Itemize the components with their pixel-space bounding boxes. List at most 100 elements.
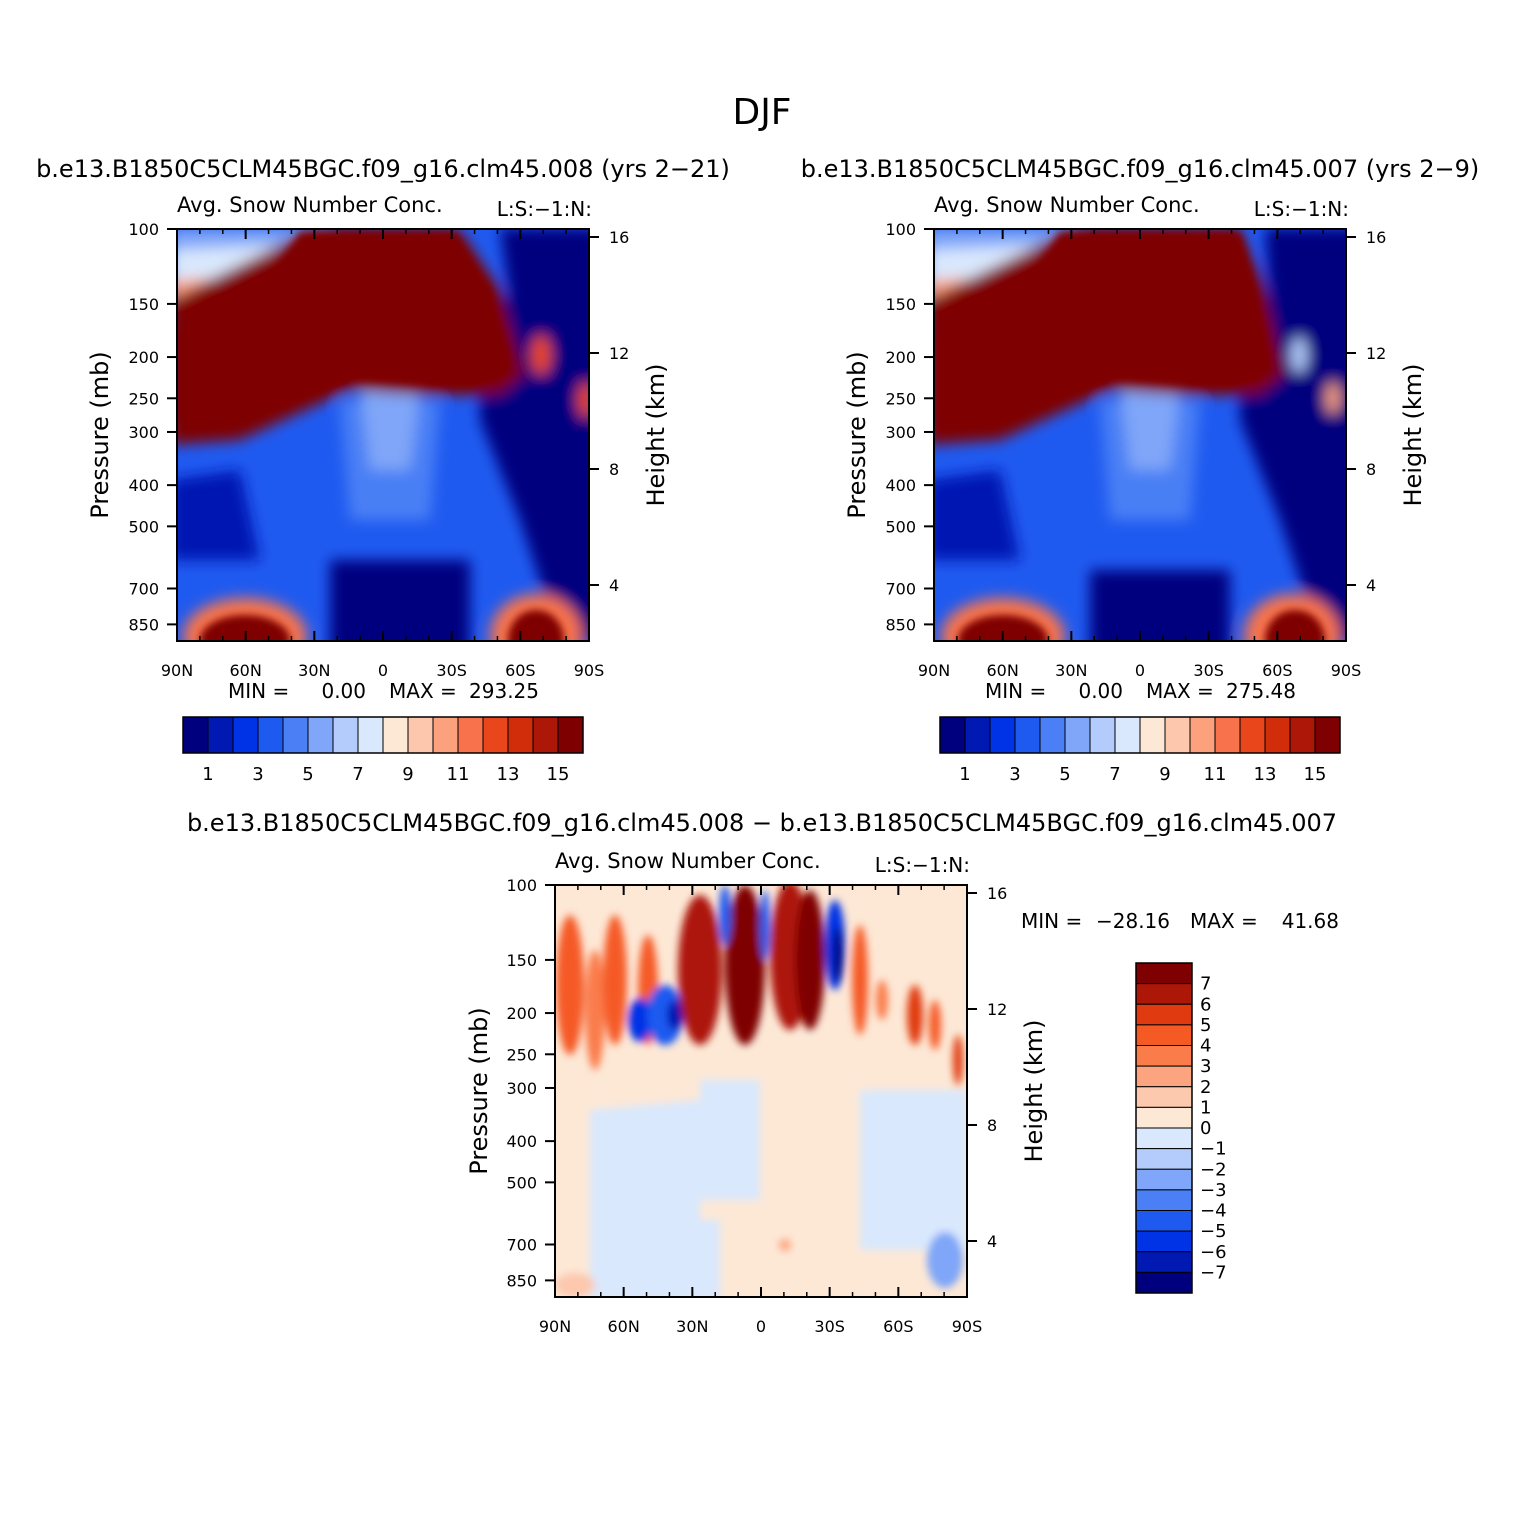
y-right-tick-label: 16 (987, 884, 1007, 903)
colorbar-label: −5 (1200, 1221, 1227, 1242)
colorbar-swatch (207, 716, 234, 754)
colorbar-swatch (964, 716, 991, 754)
panel-1-title: b.e13.B1850C5CLM45BGC.f09_g16.clm45.008 … (36, 155, 730, 183)
colorbar-label: 15 (1304, 764, 1327, 785)
panel-1-corner-label: L:S:−1:N: (497, 197, 592, 221)
colorbar-swatch (332, 716, 359, 754)
colorbar-swatch (382, 716, 409, 754)
panel-2-field (934, 229, 1346, 641)
colorbar-label: −2 (1200, 1159, 1227, 1180)
y-tick-label: 150 (128, 295, 159, 314)
y-tick-label: 500 (885, 517, 916, 536)
colorbar-label: 6 (1200, 994, 1211, 1015)
x-tick-label: 30N (298, 661, 330, 680)
colorbar-label: 4 (1200, 1036, 1211, 1057)
colorbar-label: 3 (1200, 1056, 1211, 1077)
y-tick-label: 300 (128, 423, 159, 442)
colorbar-swatch (257, 716, 284, 754)
y-tick-label: 200 (885, 348, 916, 367)
panel-3-max-value: 41.68 (1282, 909, 1339, 933)
y-right-tick-label: 12 (1366, 344, 1386, 363)
x-tick-label: 0 (378, 661, 388, 680)
x-tick-label: 60N (987, 661, 1019, 680)
panel-3-field (555, 885, 967, 1297)
colorbar-swatch (1014, 716, 1041, 754)
colorbar-swatch (1135, 1210, 1193, 1232)
panel-2-min-label: MIN = (985, 679, 1046, 703)
y-tick-label: 700 (506, 1236, 537, 1255)
y-right-tick-label: 12 (987, 1000, 1007, 1019)
y-tick-label: 150 (885, 295, 916, 314)
colorbar-frame (182, 716, 584, 754)
colorbar-label: −3 (1200, 1180, 1227, 1201)
colorbar-label: 9 (1159, 764, 1170, 785)
y-tick-label: 300 (885, 423, 916, 442)
y-tick-label: 700 (128, 580, 159, 599)
colorbar-swatch (1135, 1251, 1193, 1273)
colorbar-swatch (1135, 1189, 1193, 1211)
plot-frame (933, 228, 1347, 642)
colorbar-swatch (1164, 716, 1191, 754)
y-tick-label: 250 (128, 389, 159, 408)
colorbar-label: 1 (959, 764, 970, 785)
x-tick-label: 30S (1193, 661, 1224, 680)
y-tick-label: 850 (885, 615, 916, 634)
x-tick-label: 90N (161, 661, 193, 680)
colorbar-label: 2 (1200, 1077, 1211, 1098)
y-tick-label: 100 (128, 220, 159, 239)
colorbar-label: 7 (352, 764, 363, 785)
y-tick-label: 400 (128, 476, 159, 495)
x-tick-label: 30N (1055, 661, 1087, 680)
colorbar-swatch (457, 716, 484, 754)
colorbar-swatch (1114, 716, 1141, 754)
colorbar-label: −6 (1200, 1242, 1227, 1263)
x-tick-label: 90S (574, 661, 605, 680)
panel-1-subtitle: Avg. Snow Number Conc. (177, 193, 443, 217)
y-tick-label: 400 (506, 1132, 537, 1151)
colorbar-label: −1 (1200, 1139, 1227, 1160)
colorbar-label: 9 (402, 764, 413, 785)
panel-2-ylabel: Pressure (mb) (843, 351, 871, 518)
panel-2-corner-label: L:S:−1:N: (1254, 197, 1349, 221)
y-right-tick-label: 16 (1366, 228, 1386, 247)
colorbar-label: 5 (302, 764, 313, 785)
panel-3: b.e13.B1850C5CLM45BGC.f09_g16.clm45.008 … (187, 809, 1339, 1336)
x-tick-label: 90S (1331, 661, 1362, 680)
colorbar-label: 5 (1200, 1015, 1211, 1036)
colorbar-swatch (1314, 716, 1341, 754)
y-tick-label: 100 (506, 876, 537, 895)
panel-2-colorbar: 1 3 5 7 9 11 13 15 (939, 716, 1341, 785)
y-right-tick-label: 12 (609, 344, 629, 363)
panel-1-axes: 90N 60N 30N 0 30S 60S 90S 100 150 200 250 300 400 500… (128, 220, 629, 680)
x-tick-label: 0 (756, 1317, 766, 1336)
colorbar-swatch (1135, 1086, 1193, 1108)
panel-3-ylabel-right: Height (km) (1020, 1020, 1048, 1163)
colorbar-label: −4 (1200, 1201, 1227, 1222)
colorbar-swatch (1264, 716, 1291, 754)
y-right-tick-label: 4 (609, 576, 619, 595)
x-tick-label: 30N (676, 1317, 708, 1336)
colorbar-label: 13 (1254, 764, 1277, 785)
colorbar-swatch (1135, 1127, 1193, 1150)
x-tick-label: 90S (952, 1317, 983, 1336)
panel-1-min-label: MIN = (228, 679, 289, 703)
colorbar-label: 15 (547, 764, 570, 785)
y-right-tick-label: 16 (609, 228, 629, 247)
panel-2-max-value: 275.48 (1226, 679, 1296, 703)
panel-3-ylabel: Pressure (mb) (465, 1007, 493, 1174)
colorbar-label: 11 (447, 764, 470, 785)
colorbar-swatch (1239, 716, 1266, 754)
panel-1-field (177, 229, 589, 641)
y-right-tick-label: 8 (609, 460, 619, 479)
colorbar-swatch (1135, 1230, 1193, 1253)
panel-3-axes: 90N 60N 30N 0 30S 60S 90S 100 150 200 250 300 400 500… (506, 876, 1007, 1336)
colorbar-swatch (282, 716, 309, 754)
colorbar-swatch (1135, 962, 1193, 985)
y-right-tick-label: 8 (1366, 460, 1376, 479)
colorbar-label: 0 (1200, 1118, 1211, 1139)
colorbar-swatch (989, 716, 1016, 754)
y-tick-label: 200 (506, 1004, 537, 1023)
y-tick-label: 850 (506, 1271, 537, 1290)
